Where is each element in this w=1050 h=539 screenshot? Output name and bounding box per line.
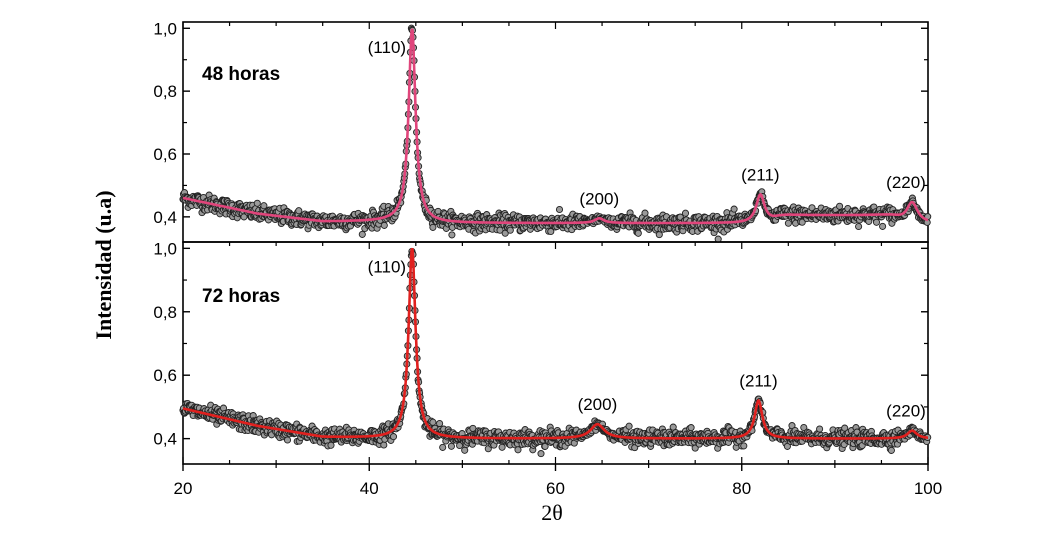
data-point [506, 226, 514, 234]
data-point [687, 424, 695, 432]
data-point [788, 422, 796, 430]
data-point [740, 442, 748, 450]
data-point [240, 213, 248, 221]
data-point [389, 433, 398, 441]
data-point [730, 205, 738, 213]
data-point [800, 423, 808, 432]
y-tick-label: 1,0 [153, 239, 177, 258]
peak-label: (200) [579, 189, 619, 208]
data-point [448, 231, 456, 239]
x-tick-label: 100 [914, 479, 942, 498]
data-point [784, 219, 792, 227]
panel-top: 0,4 0,6 0,8 1,0 48 horas (110) (200) (211) (220) [153, 19, 932, 243]
peak-label: (200) [578, 395, 618, 414]
data-point [541, 442, 549, 450]
data-point [380, 221, 388, 229]
y-tick-label: 0,6 [153, 145, 177, 164]
fit-line [182, 28, 929, 225]
panel-bottom: 0,4 0,6 0,8 1,0 72 horas (110) (200) (211) (220) [153, 239, 932, 465]
data-point [783, 442, 791, 450]
peak-label: (211) [739, 371, 777, 390]
data-point [879, 222, 887, 230]
data-point [555, 205, 564, 214]
x-tick-label: 80 [732, 479, 751, 498]
data-point [295, 207, 303, 215]
data-point [841, 424, 849, 432]
y-tick-label: 0,4 [153, 430, 177, 449]
data-point [836, 202, 844, 210]
data-point [887, 446, 895, 454]
data-point [219, 404, 228, 412]
x-axis-label: 2θ [541, 500, 563, 525]
data-point [537, 450, 545, 458]
peak-label: (211) [741, 165, 779, 184]
x-tick-label: 40 [360, 479, 379, 498]
data-point [260, 202, 268, 210]
peak-label: (110) [368, 38, 406, 57]
data-point [498, 443, 506, 451]
data-point [283, 436, 292, 444]
y-tick-label: 1,0 [153, 19, 177, 38]
data-point [429, 223, 437, 231]
data-point [380, 441, 388, 449]
x-axis: 20 40 60 80 100 [174, 464, 942, 498]
peak-label: (220) [886, 402, 926, 421]
data-point [436, 419, 444, 428]
y-tick-label: 0,8 [153, 82, 177, 101]
data-point [634, 229, 642, 237]
y-tick-label: 0,4 [153, 208, 177, 227]
panel-label: 72 horas [202, 286, 280, 307]
y-axis-label: Intensidad (u.a) [91, 190, 116, 339]
x-tick-label: 60 [546, 479, 565, 498]
data-point [253, 199, 261, 207]
data-point [439, 443, 447, 451]
data-points [179, 247, 932, 458]
data-point [461, 446, 469, 454]
data-point [681, 209, 690, 217]
x-tick-label: 20 [174, 479, 193, 498]
data-point [327, 441, 335, 449]
peak-label: (220) [886, 173, 926, 192]
data-point [547, 227, 555, 236]
fit-line [182, 248, 928, 440]
data-point [872, 218, 881, 226]
data-point [429, 418, 437, 426]
data-point [798, 218, 806, 226]
data-point [358, 230, 366, 238]
data-point [625, 422, 633, 430]
data-point [641, 209, 649, 217]
data-point [816, 425, 824, 433]
panel-label: 48 horas [202, 64, 280, 85]
y-tick-label: 0,8 [153, 303, 177, 322]
y-tick-label: 0,6 [153, 366, 177, 385]
data-points [179, 24, 932, 243]
data-point [447, 442, 455, 450]
data-point [514, 446, 522, 454]
peak-label: (110) [368, 257, 406, 276]
data-point [855, 222, 863, 231]
